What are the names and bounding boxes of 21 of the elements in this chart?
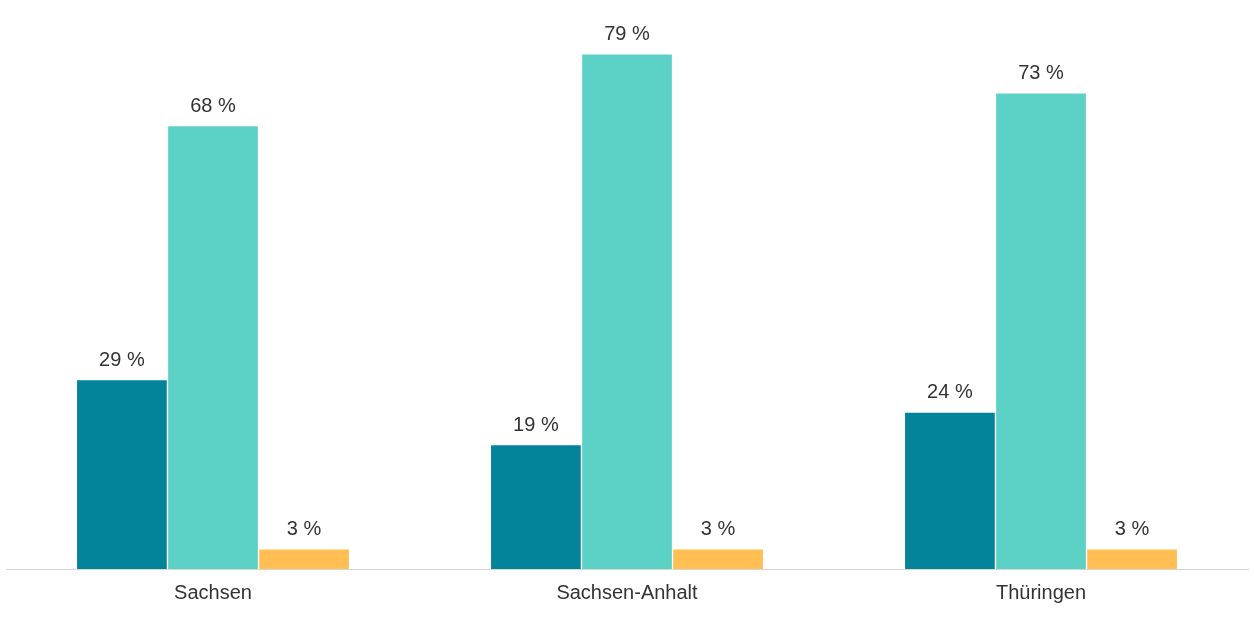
bar xyxy=(168,126,258,569)
data-label: 19 % xyxy=(513,412,559,435)
data-label: 68 % xyxy=(190,93,237,116)
bar xyxy=(996,93,1086,569)
bar xyxy=(259,549,349,569)
bar xyxy=(491,445,581,569)
x-tick-label: Sachsen xyxy=(174,580,252,603)
bar xyxy=(1087,549,1177,569)
data-label: 3 % xyxy=(286,516,322,539)
x-tick-label: Sachsen-Anhalt xyxy=(556,580,699,603)
bar xyxy=(77,380,167,569)
bar xyxy=(673,549,763,569)
data-label: 73 % xyxy=(1018,61,1065,84)
bar xyxy=(582,54,672,569)
data-label: 3 % xyxy=(700,516,736,539)
data-label: 3 % xyxy=(1114,516,1150,539)
data-label: 24 % xyxy=(927,380,973,403)
bar xyxy=(905,412,995,569)
data-label: 79 % xyxy=(604,22,651,45)
x-tick-label: Thüringen xyxy=(995,580,1087,603)
data-label: 29 % xyxy=(99,347,145,370)
